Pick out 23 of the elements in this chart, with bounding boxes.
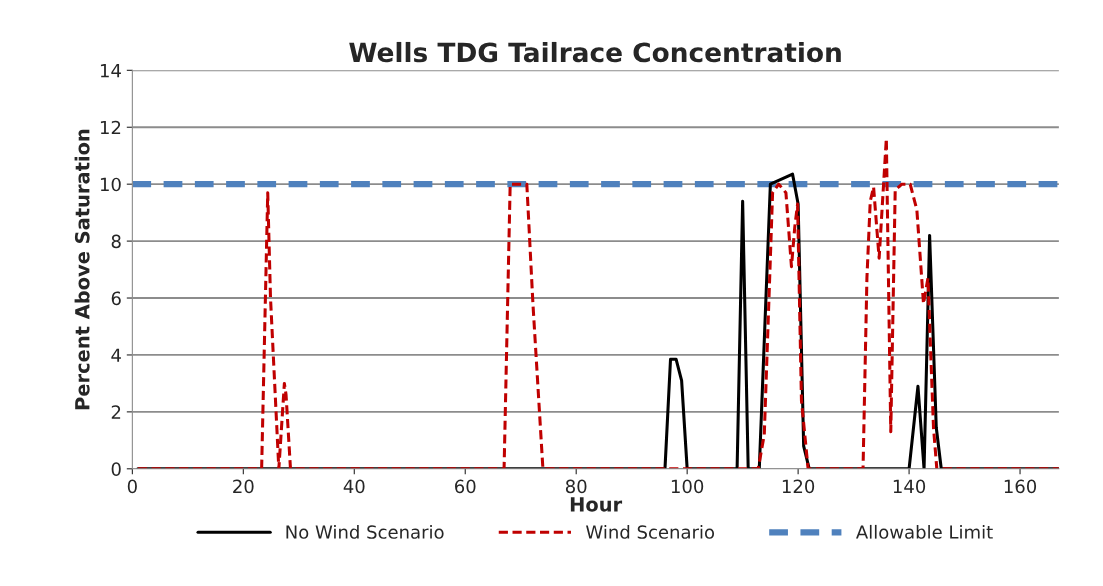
x-tick-label: 120 bbox=[782, 479, 815, 494]
legend-label: Allowable Limit bbox=[856, 524, 993, 539]
x-tick-label: 160 bbox=[1004, 479, 1037, 494]
x-tick-label: 20 bbox=[233, 479, 254, 494]
x-tick-label: 0 bbox=[127, 479, 137, 494]
y-tick-label: 8 bbox=[111, 234, 121, 249]
chart-title: Wells TDG Tailrace Concentration bbox=[349, 41, 841, 63]
y-tick-label: 6 bbox=[111, 291, 121, 306]
y-tick-label: 12 bbox=[100, 120, 121, 135]
y-tick-label: 14 bbox=[100, 64, 121, 78]
legend-label: No Wind Scenario bbox=[286, 524, 444, 539]
x-tick-label: 60 bbox=[455, 479, 476, 494]
x-axis-title: Hour bbox=[570, 497, 623, 512]
x-tick-label: 80 bbox=[565, 479, 587, 494]
y-tick-label: 0 bbox=[111, 462, 121, 476]
y-tick-label: 10 bbox=[100, 177, 121, 192]
y-tick-label: 2 bbox=[111, 405, 121, 419]
x-tick-label: 40 bbox=[343, 479, 365, 494]
x-tick-label: 140 bbox=[893, 479, 926, 494]
legend-label: Wind Scenario bbox=[586, 524, 715, 539]
y-axis-title: Percent Above Saturation bbox=[74, 129, 90, 410]
x-tick-label: 100 bbox=[671, 479, 704, 494]
y-tick-label: 4 bbox=[111, 348, 121, 362]
